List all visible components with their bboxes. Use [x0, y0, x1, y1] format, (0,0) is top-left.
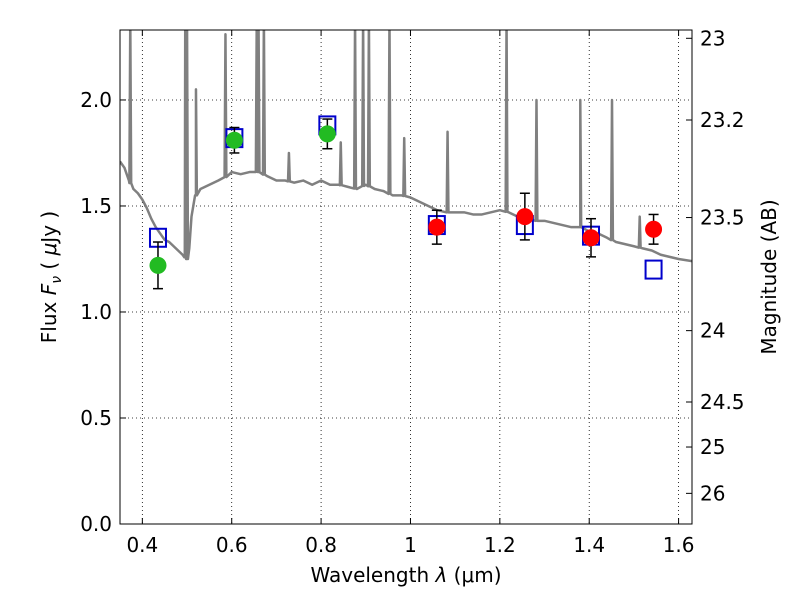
x-label-lambda: λ: [434, 563, 447, 587]
y-label-mu: μ: [37, 243, 61, 257]
y-tick-label: 0.5: [80, 406, 112, 430]
x-tick-label: 1: [404, 533, 417, 557]
x-tick-label: 1.6: [663, 533, 695, 557]
observed-point: [318, 125, 336, 143]
observed-point: [645, 220, 663, 238]
x-label-text: Wavelength: [310, 563, 435, 587]
y2-tick-label: 24.5: [700, 390, 745, 414]
x-tick-label: 0.6: [216, 533, 248, 557]
observed-point: [149, 256, 167, 274]
y-tick-label: 0.0: [80, 512, 112, 536]
x-tick-label: 1.2: [484, 533, 516, 557]
y2-tick-label: 24: [700, 319, 725, 343]
y2-tick-label: 25: [700, 435, 725, 459]
x-tick-label: 0.4: [126, 533, 158, 557]
observed-point: [516, 208, 534, 226]
y-axis-label: Flux Fν ( μJy ): [37, 211, 65, 343]
y-label-units: Jy ): [37, 211, 61, 245]
model-spectrum-line: [120, 30, 692, 263]
y2-tick-label: 23.5: [700, 206, 745, 230]
axes: 0.4 0.6 0.8 1 1.2 1.4 1.6 0.0 0.5 1.0 1.5 2.0 23 23.2…: [80, 26, 744, 557]
y-tick-label: 2.0: [80, 88, 112, 112]
x-axis-label: Wavelength λ (μm): [310, 563, 501, 587]
y-label-subscript: ν: [49, 276, 65, 284]
y-label-paren: (: [37, 255, 61, 276]
y2-tick-label: 26: [700, 481, 725, 505]
observed-point: [428, 218, 446, 236]
y-tick-label: 1.0: [80, 300, 112, 324]
x-label-units: (μm): [447, 563, 501, 587]
y2-axis-label: Magnitude (AB): [757, 199, 781, 354]
x-tick-label: 1.4: [573, 533, 605, 557]
model-photometry-square: [644, 259, 663, 280]
y-label-symbol: F: [37, 283, 61, 295]
y2-tick-label: 23.2: [700, 108, 745, 132]
observed-point: [225, 131, 243, 149]
plot-data: [120, 30, 692, 290]
observed-point: [582, 229, 600, 247]
y2-tick-label: 23: [700, 26, 725, 50]
grid: [120, 30, 692, 525]
y-tick-label: 1.5: [80, 194, 112, 218]
x-tick-label: 0.8: [305, 533, 337, 557]
y-label-text: Flux: [37, 295, 61, 343]
plot-frame: [119, 29, 693, 525]
